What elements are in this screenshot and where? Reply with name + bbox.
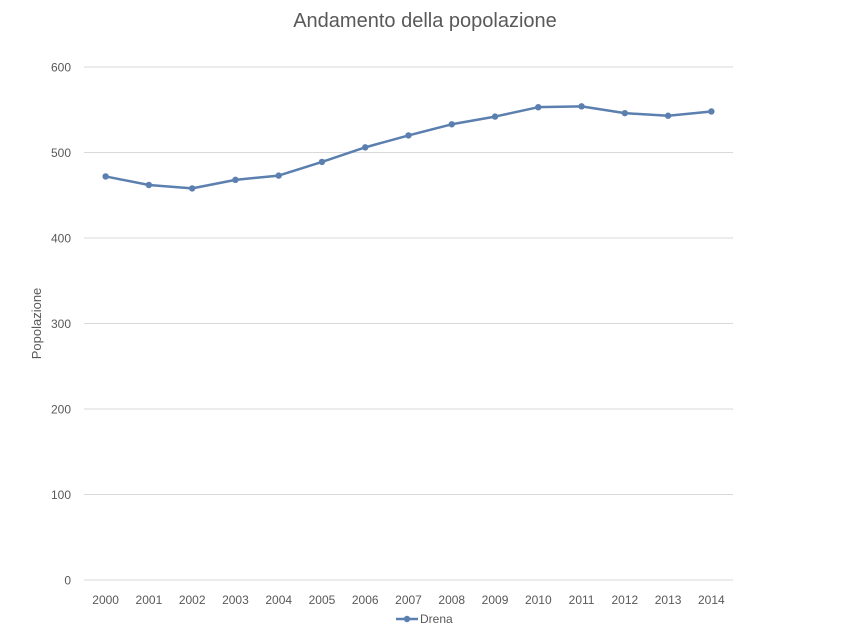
x-tick-label: 2003 bbox=[222, 593, 249, 607]
y-tick-label: 300 bbox=[51, 317, 71, 331]
y-tick-label: 100 bbox=[51, 488, 71, 502]
legend-layer: Drena bbox=[396, 612, 453, 626]
x-tick-label: 2005 bbox=[309, 593, 336, 607]
y-tick-label: 200 bbox=[51, 403, 71, 417]
grid-layer bbox=[84, 66, 733, 581]
axis-layer: 0 100 200 300 400 500 600 2000 2001 2002 2003 2004 2… bbox=[29, 61, 725, 608]
x-tick-label: 2007 bbox=[395, 593, 422, 607]
x-tick-label: 2010 bbox=[525, 593, 552, 607]
legend-marker bbox=[403, 615, 411, 623]
data-point bbox=[275, 172, 282, 179]
y-tick-label: 0 bbox=[64, 574, 71, 588]
x-tick-label: 2011 bbox=[569, 593, 595, 607]
data-point bbox=[664, 112, 672, 119]
data-point bbox=[491, 113, 499, 120]
y-axis-title: Popolazione bbox=[29, 288, 44, 360]
x-tick-label: 2002 bbox=[179, 593, 206, 607]
data-point bbox=[535, 103, 542, 111]
data-point bbox=[145, 181, 153, 189]
data-point bbox=[578, 103, 585, 110]
data-point bbox=[102, 173, 109, 180]
x-tick-label: 2012 bbox=[611, 593, 638, 607]
legend-label: Drena bbox=[420, 612, 453, 626]
y-tick-label: 600 bbox=[51, 61, 71, 75]
x-tick-label: 2004 bbox=[265, 593, 292, 607]
y-tick-label: 400 bbox=[51, 232, 71, 246]
data-point bbox=[448, 121, 455, 128]
x-tick-label: 2013 bbox=[655, 593, 682, 607]
x-tick-label: 2008 bbox=[438, 593, 465, 607]
chart-title: Andamento della popolazione bbox=[293, 10, 557, 32]
x-tick-label: 2001 bbox=[136, 593, 163, 607]
series-line bbox=[105, 105, 712, 190]
data-point bbox=[188, 185, 196, 192]
data-point bbox=[318, 158, 326, 166]
data-point bbox=[621, 109, 629, 117]
data-point bbox=[708, 108, 715, 115]
x-tick-label: 2009 bbox=[482, 593, 509, 607]
x-tick-label: 2006 bbox=[352, 593, 379, 607]
data-point bbox=[405, 132, 412, 139]
x-tick-label: 2014 bbox=[698, 593, 725, 607]
x-tick-label: 2000 bbox=[92, 593, 119, 607]
data-point bbox=[232, 176, 239, 184]
data-point bbox=[362, 144, 369, 151]
y-tick-label: 500 bbox=[51, 146, 71, 160]
series-layer bbox=[102, 103, 715, 192]
